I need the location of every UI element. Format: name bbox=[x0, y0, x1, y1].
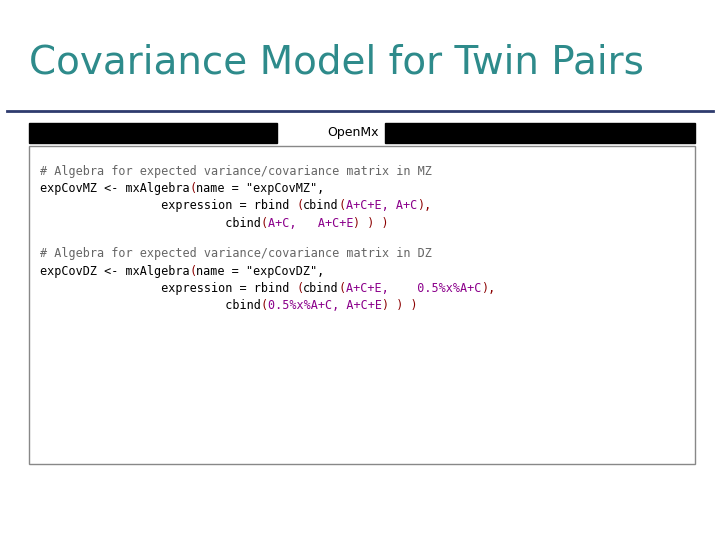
Text: expCovDZ <- mxAlgebra: expCovDZ <- mxAlgebra bbox=[40, 265, 189, 278]
Text: cbind: cbind bbox=[40, 217, 261, 230]
Text: 0.5%x%A+C, A+C+E: 0.5%x%A+C, A+C+E bbox=[268, 299, 382, 312]
Text: (: ( bbox=[296, 282, 303, 295]
Text: cbind: cbind bbox=[303, 199, 339, 212]
Text: (: ( bbox=[189, 182, 197, 195]
Text: A+C+E,    0.5%x%A+C: A+C+E, 0.5%x%A+C bbox=[346, 282, 482, 295]
Text: ),: ), bbox=[482, 282, 495, 295]
Text: expression = rbind: expression = rbind bbox=[40, 199, 296, 212]
Text: name = "expCovDZ",: name = "expCovDZ", bbox=[197, 265, 325, 278]
Text: name = "expCovMZ",: name = "expCovMZ", bbox=[197, 182, 325, 195]
Text: A+C,   A+C+E: A+C, A+C+E bbox=[268, 217, 353, 230]
Text: cbind: cbind bbox=[40, 299, 261, 312]
Text: (: ( bbox=[339, 199, 346, 212]
Text: expCovMZ <- mxAlgebra: expCovMZ <- mxAlgebra bbox=[40, 182, 189, 195]
Text: (: ( bbox=[189, 265, 197, 278]
Text: # Algebra for expected variance/covariance matrix in DZ: # Algebra for expected variance/covarian… bbox=[40, 247, 431, 260]
Text: (: ( bbox=[339, 282, 346, 295]
Text: ),: ), bbox=[417, 199, 431, 212]
Text: ) ) ): ) ) ) bbox=[353, 217, 389, 230]
Text: (: ( bbox=[261, 217, 268, 230]
Text: (: ( bbox=[261, 299, 268, 312]
Text: # Algebra for expected variance/covariance matrix in MZ: # Algebra for expected variance/covarian… bbox=[40, 165, 431, 178]
Text: Covariance Model for Twin Pairs: Covariance Model for Twin Pairs bbox=[29, 43, 644, 81]
Text: cbind: cbind bbox=[303, 282, 339, 295]
Text: (: ( bbox=[296, 199, 303, 212]
Text: ) ) ): ) ) ) bbox=[382, 299, 417, 312]
Text: A+C+E, A+C: A+C+E, A+C bbox=[346, 199, 417, 212]
Text: expression = rbind: expression = rbind bbox=[40, 282, 296, 295]
Text: OpenMx: OpenMx bbox=[327, 126, 379, 139]
